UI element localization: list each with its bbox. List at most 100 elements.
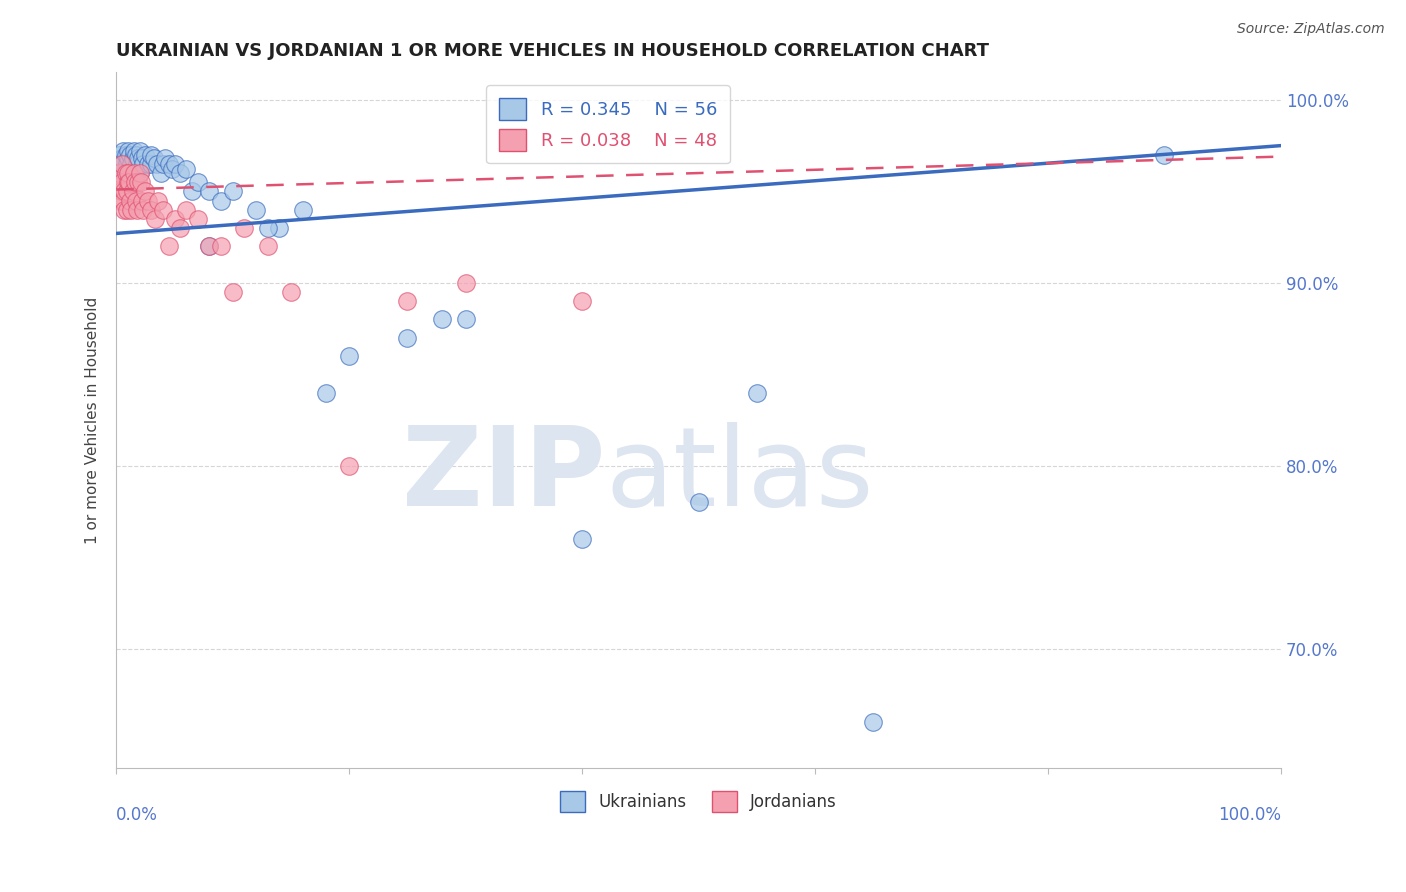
Text: Source: ZipAtlas.com: Source: ZipAtlas.com <box>1237 22 1385 37</box>
Point <box>120 194 142 208</box>
Point <box>107 148 129 162</box>
Point <box>125 194 148 208</box>
Point <box>291 202 314 217</box>
Point <box>157 239 180 253</box>
Point <box>134 148 156 162</box>
Point <box>122 166 145 180</box>
Point <box>256 221 278 235</box>
Point <box>127 152 149 166</box>
Point <box>396 331 419 345</box>
Point <box>432 312 454 326</box>
Point <box>198 239 221 253</box>
Point <box>134 185 156 199</box>
Point <box>122 144 145 158</box>
Point <box>111 157 134 171</box>
Point <box>169 221 191 235</box>
Point <box>131 194 153 208</box>
Point <box>131 152 153 166</box>
Point <box>396 294 419 309</box>
Text: UKRAINIAN VS JORDANIAN 1 OR MORE VEHICLES IN HOUSEHOLD CORRELATION CHART: UKRAINIAN VS JORDANIAN 1 OR MORE VEHICLE… <box>117 42 990 60</box>
Point <box>111 175 134 189</box>
Point <box>149 166 172 180</box>
Point <box>337 349 360 363</box>
Point <box>121 152 143 166</box>
Point <box>141 202 163 217</box>
Point <box>222 185 245 199</box>
Point <box>157 157 180 171</box>
Point <box>163 211 186 226</box>
Point <box>153 152 176 166</box>
Point <box>115 157 138 171</box>
Point <box>209 239 232 253</box>
Point <box>132 157 155 171</box>
Point <box>143 211 166 226</box>
Point <box>187 211 209 226</box>
Point <box>120 157 142 171</box>
Point <box>136 194 159 208</box>
Point <box>117 175 139 189</box>
Point <box>112 185 135 199</box>
Point <box>117 152 139 166</box>
Point <box>160 162 183 177</box>
Point <box>120 148 142 162</box>
Point <box>245 202 267 217</box>
Point <box>280 285 302 299</box>
Point <box>125 148 148 162</box>
Point <box>141 157 163 171</box>
Point <box>269 221 291 235</box>
Point <box>128 166 150 180</box>
Point <box>337 458 360 473</box>
Point <box>136 157 159 171</box>
Point <box>124 175 146 189</box>
Point <box>209 194 232 208</box>
Point <box>118 175 141 189</box>
Text: 100.0%: 100.0% <box>1218 806 1281 824</box>
Point <box>152 202 174 217</box>
Point <box>111 152 134 166</box>
Point <box>108 194 131 208</box>
Point <box>132 202 155 217</box>
Point <box>174 162 197 177</box>
Point <box>128 144 150 158</box>
Point <box>571 294 593 309</box>
Point <box>1153 148 1175 162</box>
Text: atlas: atlas <box>606 422 875 529</box>
Point <box>688 495 710 509</box>
Point <box>107 166 129 180</box>
Point <box>174 202 197 217</box>
Point <box>112 166 135 180</box>
Point <box>198 239 221 253</box>
Point <box>454 312 477 326</box>
Point <box>124 166 146 180</box>
Point <box>115 202 138 217</box>
Point <box>112 194 135 208</box>
Point <box>127 202 149 217</box>
Point <box>163 157 186 171</box>
Point <box>315 385 337 400</box>
Point <box>141 148 163 162</box>
Point <box>117 166 139 180</box>
Point <box>112 144 135 158</box>
Point <box>745 385 768 400</box>
Text: 0.0%: 0.0% <box>117 806 157 824</box>
Point <box>169 166 191 180</box>
Point <box>187 175 209 189</box>
Point <box>152 157 174 171</box>
Point <box>110 185 132 199</box>
Point <box>127 157 149 171</box>
Point <box>112 202 135 217</box>
Point <box>142 152 165 166</box>
Point <box>114 148 136 162</box>
Point <box>114 166 136 180</box>
Point <box>571 532 593 546</box>
Point <box>233 221 256 235</box>
Point <box>146 157 169 171</box>
Point <box>222 285 245 299</box>
Point <box>120 202 142 217</box>
Point <box>110 157 132 171</box>
Point <box>115 185 138 199</box>
Point <box>117 144 139 158</box>
Point <box>148 194 170 208</box>
Point <box>198 185 221 199</box>
Legend: Ukrainians, Jordanians: Ukrainians, Jordanians <box>554 785 844 819</box>
